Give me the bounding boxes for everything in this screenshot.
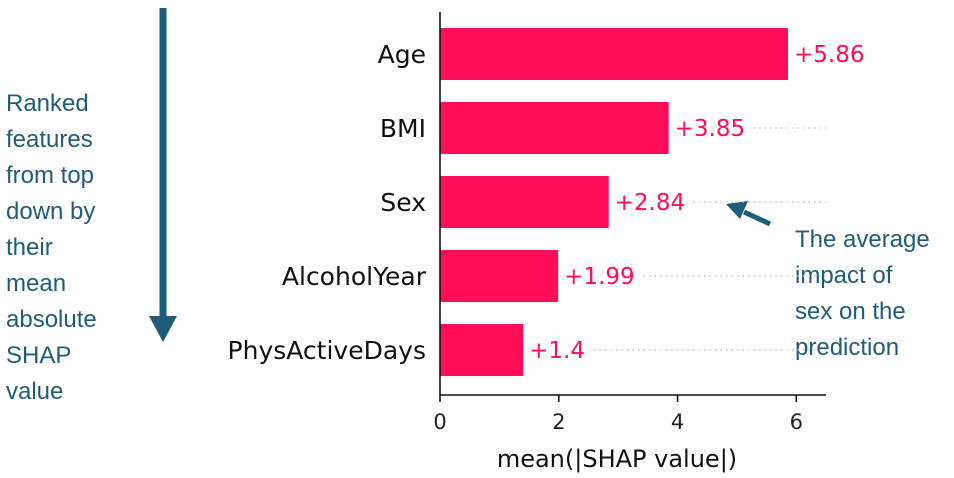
value-label-bg	[790, 38, 870, 70]
ranking-annotation-line: down by	[6, 198, 96, 225]
value-label: +5.86	[794, 42, 864, 68]
value-label: +3.85	[675, 116, 745, 142]
category-label: BMI	[380, 114, 426, 143]
value-label-bg	[526, 334, 590, 366]
impact-annotation-line: impact of	[795, 262, 893, 289]
value-label-bg	[671, 112, 751, 144]
value-label-bg	[561, 260, 640, 292]
value-label: +2.84	[615, 190, 685, 216]
bar	[440, 250, 559, 302]
average-impact-annotation: The average impact of sex on the prediction	[795, 222, 954, 366]
impact-annotation-line: sex on the	[795, 298, 906, 325]
ranking-annotation-line: features	[6, 126, 93, 153]
impact-annotation-line: prediction	[795, 334, 900, 361]
category-label: AlcoholYear	[282, 262, 427, 291]
ranking-annotation-line: from top	[6, 162, 95, 189]
ranking-arrow-head	[149, 316, 177, 342]
bar	[440, 28, 788, 80]
x-tick-label: 6	[790, 410, 803, 434]
bar	[440, 102, 669, 154]
ranking-annotation-line: Ranked	[6, 90, 89, 117]
pointer-arrow-shaft	[742, 209, 772, 227]
value-label: +1.4	[529, 338, 585, 364]
x-tick-label: 4	[671, 410, 684, 434]
ranking-annotation-line: their	[6, 234, 53, 261]
ranking-annotation-line: SHAP	[6, 342, 72, 369]
value-label-bg	[611, 186, 691, 218]
category-label: Age	[378, 40, 426, 69]
x-tick-label: 0	[433, 410, 446, 434]
bar	[440, 324, 524, 376]
pointer-arrow-head	[726, 201, 748, 219]
ranking-annotation-line: absolute	[6, 306, 97, 333]
bar	[440, 176, 609, 228]
impact-annotation-line: The average	[795, 226, 930, 253]
x-axis-title: mean(|SHAP value|)	[497, 445, 737, 473]
x-tick-label: 2	[552, 410, 565, 434]
ranking-annotation-line: value	[6, 378, 64, 405]
value-label: +1.99	[564, 264, 634, 290]
category-label: PhysActiveDays	[228, 336, 426, 365]
category-label: Sex	[380, 188, 426, 217]
ranking-annotation-line: mean	[6, 270, 67, 297]
ranking-annotation: Ranked features from top down by their mean ab…	[6, 86, 146, 410]
